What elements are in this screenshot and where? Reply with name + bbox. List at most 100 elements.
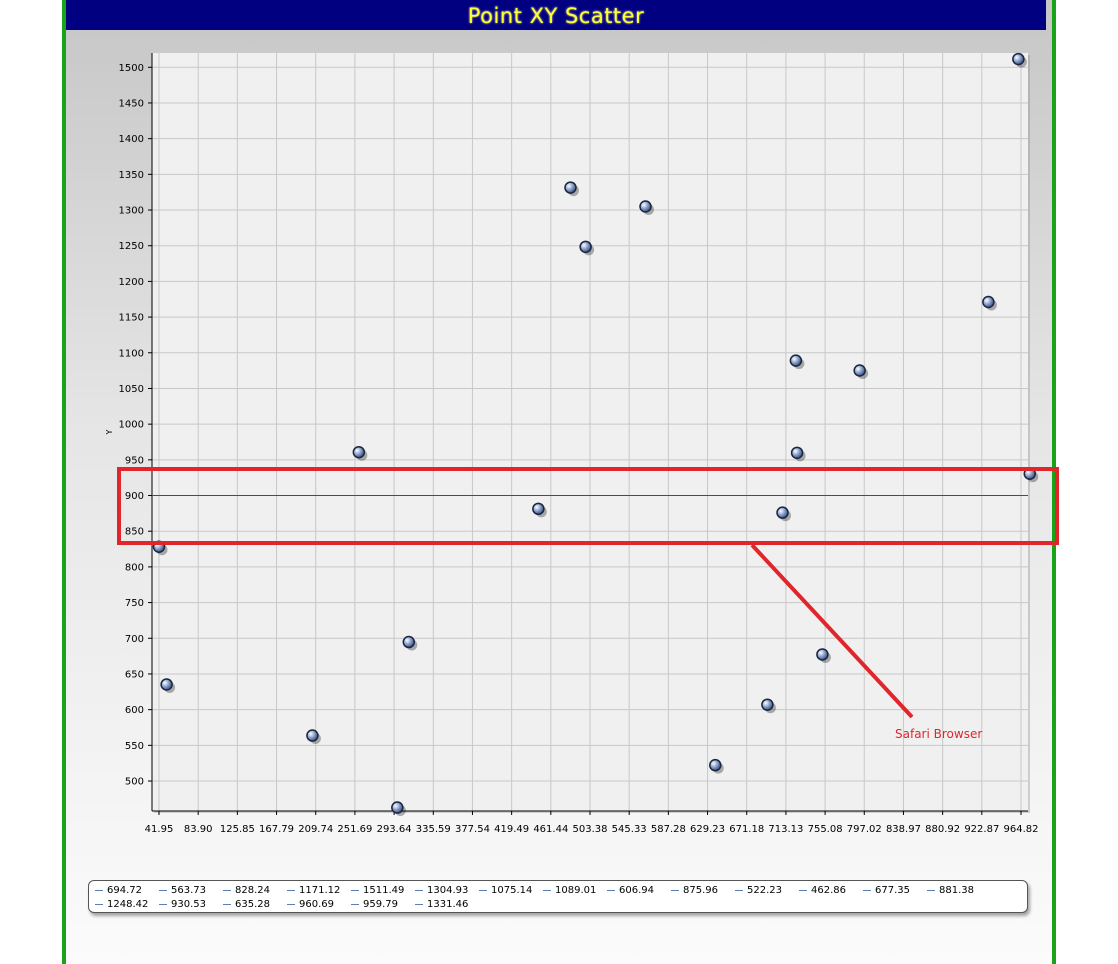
legend-swatch bbox=[607, 889, 615, 891]
legend-entry: 1089.01 bbox=[543, 884, 607, 898]
legend-entry: 677.35 bbox=[863, 884, 927, 898]
x-axis: 41.95 83.90 125.85 167.79 209.74 251.69 293.64… bbox=[145, 811, 1039, 835]
legend-swatch bbox=[927, 889, 935, 891]
legend-swatch bbox=[159, 889, 167, 891]
legend-label: 606.94 bbox=[619, 885, 654, 896]
legend-label: 1304.93 bbox=[427, 885, 469, 896]
x-tick-label: 629.23 bbox=[690, 824, 725, 835]
y-tick-label: 1300 bbox=[119, 206, 144, 217]
x-tick-label: 293.64 bbox=[377, 824, 412, 835]
legend-label: 462.86 bbox=[811, 885, 846, 896]
y-tick-label: 950 bbox=[125, 455, 144, 466]
legend-swatch bbox=[479, 889, 487, 891]
scatter-point bbox=[639, 200, 652, 213]
x-tick-label: 587.28 bbox=[651, 824, 686, 835]
legend-swatch bbox=[799, 889, 807, 891]
legend-label: 881.38 bbox=[939, 885, 974, 896]
y-tick-label: 800 bbox=[125, 562, 144, 573]
legend-entry: 606.94 bbox=[607, 884, 671, 898]
scatter-point bbox=[816, 648, 829, 661]
legend: 694.72 563.73 828.24 1171.12 1511.49 1304.93 1… bbox=[88, 880, 1028, 913]
scatter-point bbox=[564, 181, 577, 194]
y-tick-label: 850 bbox=[125, 527, 144, 538]
legend-label: 522.23 bbox=[747, 885, 782, 896]
title-bar: Point XY Scatter bbox=[66, 0, 1046, 30]
x-tick-label: 880.92 bbox=[925, 824, 960, 835]
x-tick-label: 964.82 bbox=[1004, 824, 1039, 835]
legend-label: 635.28 bbox=[235, 899, 270, 910]
x-tick-label: 503.38 bbox=[572, 824, 607, 835]
legend-swatch bbox=[351, 903, 359, 905]
legend-entry: 462.86 bbox=[799, 884, 863, 898]
legend-label: 1331.46 bbox=[427, 899, 469, 910]
legend-swatch bbox=[415, 889, 423, 891]
legend-swatch bbox=[287, 889, 295, 891]
legend-entry: 1171.12 bbox=[287, 884, 351, 898]
legend-swatch bbox=[223, 889, 231, 891]
scatter-point bbox=[789, 354, 803, 367]
y-tick-label: 500 bbox=[125, 777, 144, 788]
legend-entry: 959.79 bbox=[351, 898, 415, 912]
x-tick-label: 755.08 bbox=[808, 824, 843, 835]
legend-entry: 875.96 bbox=[671, 884, 735, 898]
legend-label: 1511.49 bbox=[363, 885, 405, 896]
legend-swatch bbox=[159, 903, 167, 905]
legend-swatch bbox=[351, 889, 359, 891]
legend-label: 677.35 bbox=[875, 885, 910, 896]
y-tick-label: 1500 bbox=[119, 63, 144, 74]
legend-label: 694.72 bbox=[107, 885, 142, 896]
x-tick-label: 838.97 bbox=[886, 824, 921, 835]
legend-label: 930.53 bbox=[171, 899, 206, 910]
legend-entry: 881.38 bbox=[927, 884, 991, 898]
y-tick-label: 550 bbox=[125, 741, 144, 752]
x-tick-label: 419.49 bbox=[494, 824, 529, 835]
legend-label: 1171.12 bbox=[299, 885, 341, 896]
annotation-label: Safari Browser bbox=[895, 727, 982, 741]
y-tick-label: 1400 bbox=[119, 134, 144, 145]
y-tick-label: 1100 bbox=[119, 348, 144, 359]
legend-entry: 1248.42 bbox=[95, 898, 159, 912]
legend-label: 959.79 bbox=[363, 899, 398, 910]
scatter-point bbox=[709, 758, 722, 772]
y-tick-label: 1150 bbox=[119, 313, 144, 324]
x-tick-label: 713.13 bbox=[768, 824, 803, 835]
y-tick-label: 1050 bbox=[119, 384, 144, 395]
legend-label: 828.24 bbox=[235, 885, 270, 896]
y-tick-label: 1350 bbox=[119, 170, 144, 181]
legend-entry: 930.53 bbox=[159, 898, 223, 912]
y-axis-title: Y bbox=[105, 429, 114, 435]
scatter-point bbox=[776, 506, 789, 519]
legend-swatch bbox=[671, 889, 679, 891]
x-tick-label: 125.85 bbox=[220, 824, 255, 835]
legend-entry: 1075.14 bbox=[479, 884, 543, 898]
scatter-point bbox=[352, 445, 366, 459]
legend-label: 1075.14 bbox=[491, 885, 533, 896]
legend-swatch bbox=[415, 903, 423, 905]
scatter-point bbox=[402, 635, 416, 649]
legend-swatch bbox=[95, 889, 103, 891]
x-tick-label: 922.87 bbox=[964, 824, 999, 835]
y-tick-label: 1200 bbox=[119, 277, 144, 288]
legend-swatch bbox=[223, 903, 231, 905]
y-tick-label: 600 bbox=[125, 705, 144, 716]
x-tick-label: 83.90 bbox=[184, 824, 213, 835]
chart-title: Point XY Scatter bbox=[467, 4, 645, 28]
x-tick-label: 251.69 bbox=[337, 824, 372, 835]
legend-swatch bbox=[543, 889, 551, 891]
legend-label: 1248.42 bbox=[107, 899, 149, 910]
scatter-point bbox=[306, 729, 319, 742]
scatter-point bbox=[532, 502, 545, 516]
legend-swatch bbox=[863, 889, 871, 891]
x-tick-label: 41.95 bbox=[145, 824, 174, 835]
x-tick-label: 167.79 bbox=[259, 824, 294, 835]
scatter-point bbox=[1012, 52, 1025, 66]
legend-entry: 828.24 bbox=[223, 884, 287, 898]
legend-label: 960.69 bbox=[299, 899, 334, 910]
legend-entry: 1511.49 bbox=[351, 884, 415, 898]
x-tick-label: 335.59 bbox=[416, 824, 451, 835]
legend-entry: 1304.93 bbox=[415, 884, 479, 898]
legend-label: 875.96 bbox=[683, 885, 718, 896]
legend-swatch bbox=[735, 889, 743, 891]
x-tick-label: 545.33 bbox=[612, 824, 647, 835]
legend-entry: 635.28 bbox=[223, 898, 287, 912]
